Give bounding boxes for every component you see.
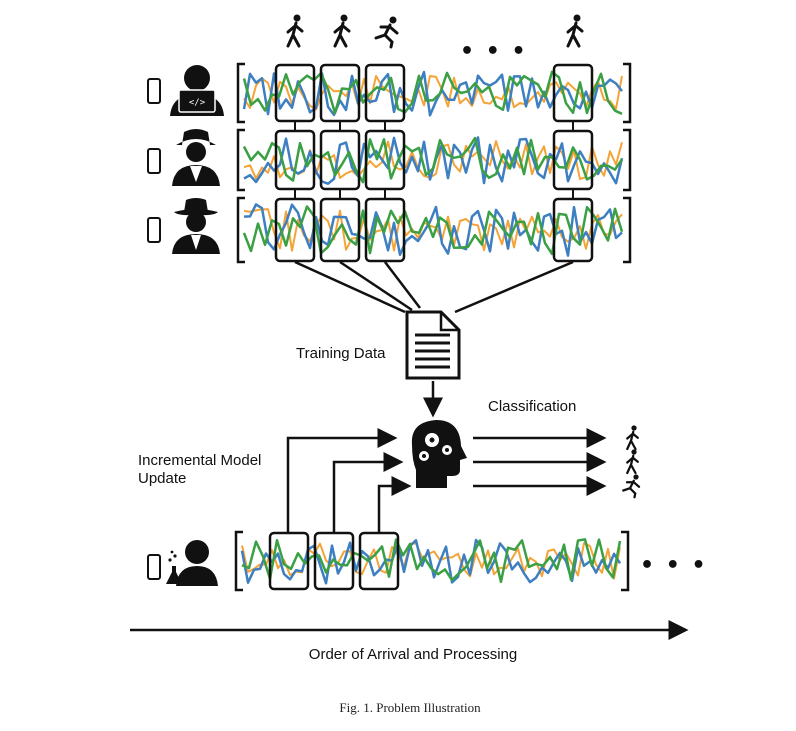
stream-bracket <box>621 530 630 592</box>
phone-icon <box>147 554 161 580</box>
model-head-icon <box>411 420 467 488</box>
developer-user-icon: </> <box>170 65 224 116</box>
stream-bracket <box>236 196 245 264</box>
walk-icon <box>286 14 304 48</box>
classification-arrows <box>473 428 607 496</box>
signal-streams <box>240 70 624 585</box>
phone-icon <box>147 148 161 174</box>
stream-bracket <box>623 196 632 264</box>
signal-line <box>242 70 623 115</box>
signal-line <box>243 203 623 257</box>
signal-line <box>242 136 624 184</box>
svg-text:</>: </> <box>189 98 206 108</box>
walk-icon <box>566 14 584 48</box>
phone-icon <box>147 217 161 243</box>
bottom-ellipsis: • • • <box>640 553 708 578</box>
walk-icon <box>626 425 639 451</box>
activity-icons-top <box>286 14 584 49</box>
incremental-update-arrows <box>286 428 412 533</box>
signal-line <box>242 205 624 256</box>
phone-icon <box>147 78 161 104</box>
top-ellipsis: • • • <box>460 39 528 64</box>
window-frames <box>234 62 632 592</box>
incremental-update-label-line1: Incremental Model <box>138 452 261 469</box>
figure-caption: Fig. 1. Problem Illustration <box>339 700 481 715</box>
incremental-update-label-line2: Update <box>138 470 186 487</box>
cowboy-user-icon <box>172 198 220 254</box>
spy-user-icon <box>172 129 220 186</box>
activity-icons-output <box>622 425 641 499</box>
stream-bracket <box>236 128 245 192</box>
sensor-stream <box>242 136 624 185</box>
signal-line <box>241 538 622 584</box>
training-data-label: Training Data <box>296 345 386 362</box>
run-icon <box>622 474 641 499</box>
walk-icon <box>626 449 639 475</box>
signal-line <box>240 538 622 585</box>
stream-bracket <box>236 62 245 124</box>
stream-bracket <box>623 128 632 192</box>
scientist-user-icon <box>166 540 218 586</box>
run-icon <box>374 16 399 49</box>
stream-bracket <box>234 530 243 592</box>
walk-icon <box>333 14 351 48</box>
phone-icons <box>147 78 161 580</box>
sensor-stream <box>242 70 623 117</box>
sensor-stream <box>240 538 622 585</box>
signal-line <box>242 70 623 117</box>
classification-label: Classification <box>488 398 576 415</box>
sensor-stream <box>242 203 624 257</box>
time-window <box>319 197 361 263</box>
stream-bracket <box>623 62 632 124</box>
order-axis-label: Order of Arrival and Processing <box>309 646 517 663</box>
document-icon <box>405 310 461 380</box>
training-connectors <box>294 260 574 314</box>
